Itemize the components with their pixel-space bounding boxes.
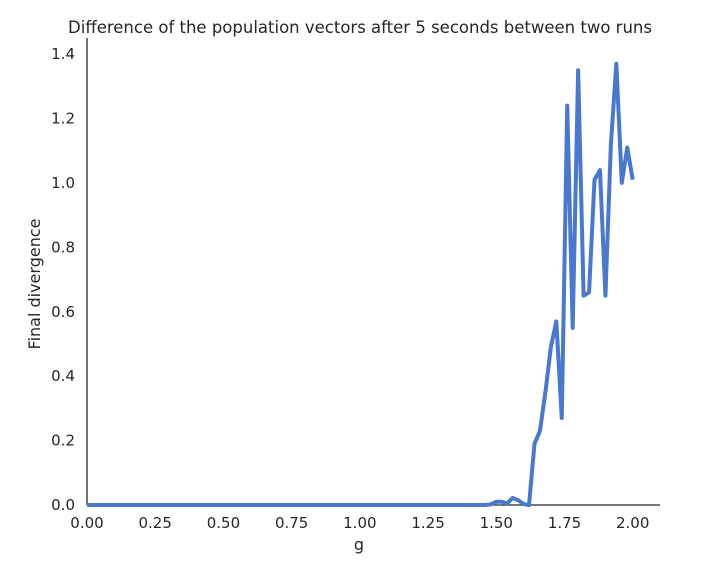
y-tick-label: 0.6 [51,303,75,321]
x-tick-label: 0.00 [70,514,103,532]
y-axis-label: Final divergence [25,219,44,350]
y-tick-label: 0.0 [51,496,75,514]
y-tick-label: 1.0 [51,174,75,192]
x-tick-label: 0.75 [275,514,308,532]
data-line [87,61,635,507]
x-tick-label: 2.00 [616,514,649,532]
y-tick-label: 1.4 [51,45,75,63]
chart-title: Difference of the population vectors aft… [68,18,652,37]
x-tick-label: 0.25 [139,514,172,532]
y-tick-label: 0.8 [51,238,75,256]
x-tick-label: 0.50 [207,514,240,532]
x-tick-label: 1.75 [548,514,581,532]
y-tick-label: 0.4 [51,367,75,385]
x-tick-label: 1.25 [411,514,444,532]
x-tick-label: 1.50 [480,514,513,532]
x-axis-label: g [354,535,364,554]
y-tick-label: 0.2 [51,432,75,450]
y-tick-label: 1.2 [51,110,75,128]
x-tick-label: 1.00 [343,514,376,532]
